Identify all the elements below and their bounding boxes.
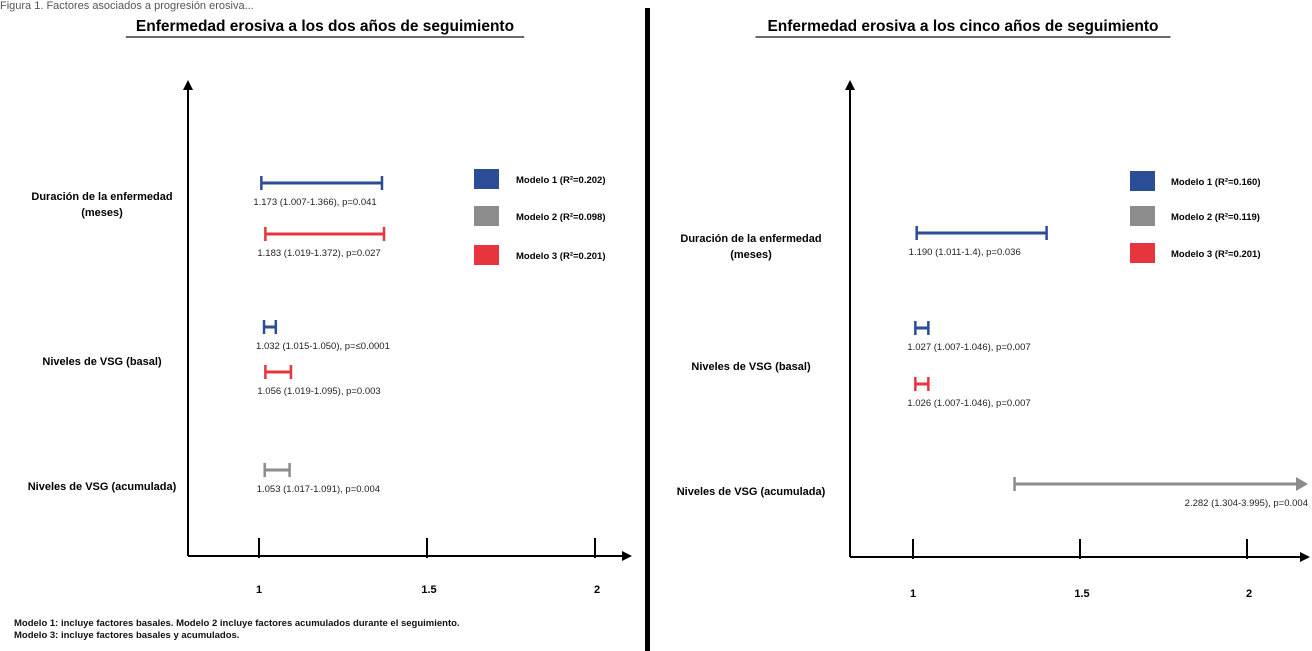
figure-caption: Figura 1. Factores asociados a progresió… — [0, 0, 254, 12]
variable-label: Niveles de VSG (acumulada) — [677, 486, 826, 498]
legend-swatch-modelo3 — [474, 245, 499, 265]
legend-swatch-modelo1 — [474, 169, 499, 189]
chart-title: Enfermedad erosiva a los cinco años de s… — [767, 18, 1158, 35]
variable-label: Duración de la enfermedad — [680, 233, 821, 245]
variable-label: Duración de la enfermedad — [31, 191, 172, 203]
panel-divider — [645, 8, 650, 651]
legend-label-modelo2: Modelo 2 (R²=0.098) — [516, 212, 605, 223]
x-tick-label: 2 — [594, 584, 600, 596]
variable-label: (meses) — [81, 207, 123, 219]
x-tick-label: 2 — [1246, 588, 1252, 600]
legend-label-modelo2: Modelo 2 (R²=0.119) — [1171, 212, 1260, 223]
ci-annotation: 1.032 (1.015-1.050), p=≤0.0001 — [256, 341, 390, 352]
y-axis-arrow — [183, 80, 193, 90]
variable-label: Niveles de VSG (basal) — [691, 361, 811, 373]
legend-swatch-modelo2 — [1130, 206, 1155, 226]
ci-annotation: 1.026 (1.007-1.046), p=0.007 — [907, 398, 1030, 409]
x-axis-arrow — [1300, 552, 1310, 562]
x-tick-label: 1 — [256, 584, 262, 596]
chart-title: Enfermedad erosiva a los dos años de seg… — [136, 18, 514, 35]
ci-annotation: 1.027 (1.007-1.046), p=0.007 — [907, 342, 1030, 353]
forest-plot-five-years: Enfermedad erosiva a los cinco años de s… — [677, 18, 1310, 600]
ci-annotation: 1.056 (1.019-1.095), p=0.003 — [257, 386, 380, 397]
legend-label-modelo3: Modelo 3 (R²=0.201) — [516, 251, 605, 262]
x-tick-label: 1.5 — [1074, 588, 1089, 600]
x-axis-arrow — [622, 551, 632, 561]
models-footnote: Modelo 1: incluye factores basales. Mode… — [14, 618, 460, 641]
forest-plot-two-years: Enfermedad erosiva a los dos años de seg… — [28, 18, 632, 596]
legend-swatch-modelo1 — [1130, 171, 1155, 191]
legend-swatch-modelo3 — [1130, 243, 1155, 263]
legend-label-modelo1: Modelo 1 (R²=0.202) — [516, 175, 605, 186]
legend-swatch-modelo2 — [474, 206, 499, 226]
y-axis-arrow — [845, 80, 855, 90]
ci-annotation: 1.183 (1.019-1.372), p=0.027 — [257, 248, 380, 259]
ci-annotation: 1.190 (1.011-1.4), p=0.036 — [909, 247, 1021, 258]
ci-arrow-modelo2 — [1296, 477, 1308, 491]
variable-label: (meses) — [730, 249, 772, 261]
x-tick-label: 1.5 — [421, 584, 436, 596]
variable-label: Niveles de VSG (acumulada) — [28, 481, 177, 493]
legend-label-modelo3: Modelo 3 (R²=0.201) — [1171, 249, 1260, 260]
legend-label-modelo1: Modelo 1 (R²=0.160) — [1171, 177, 1260, 188]
x-tick-label: 1 — [910, 588, 916, 600]
variable-label: Niveles de VSG (basal) — [42, 356, 162, 368]
ci-annotation: 1.173 (1.007-1.366), p=0.041 — [253, 197, 376, 208]
ci-annotation: 2.282 (1.304-3.995), p=0.004 — [1185, 498, 1308, 509]
ci-annotation: 1.053 (1.017-1.091), p=0.004 — [257, 484, 380, 495]
